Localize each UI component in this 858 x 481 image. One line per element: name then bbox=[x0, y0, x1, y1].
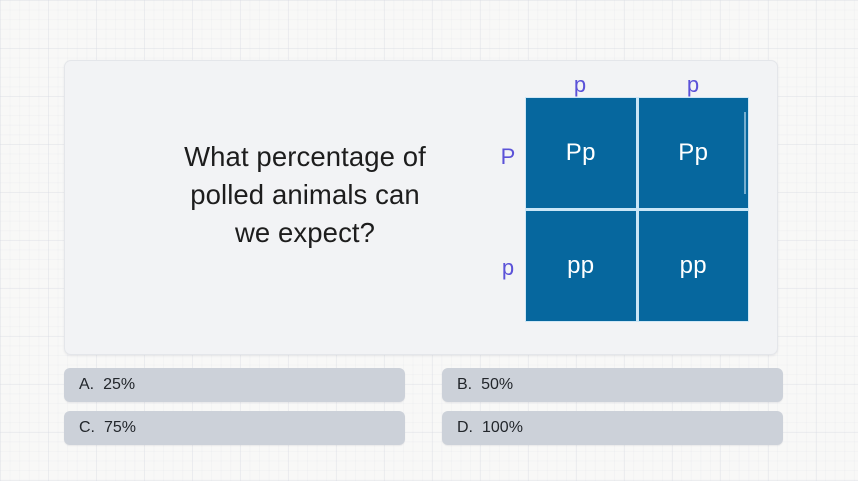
punnett-top-label-2: p bbox=[686, 72, 700, 97]
punnett-cell-r2c1: pp bbox=[526, 211, 636, 321]
answer-option-b-letter: B. bbox=[457, 376, 473, 393]
answer-option-d[interactable]: D. 100% bbox=[442, 411, 783, 445]
answer-option-d-letter: D. bbox=[457, 419, 473, 436]
punnett-left-label-2: p bbox=[501, 255, 515, 280]
punnett-square: p p P p Pp Pp pp pp bbox=[489, 68, 779, 338]
question-card: What percentage of polled animals can we… bbox=[64, 60, 778, 355]
punnett-top-label-1: p bbox=[573, 72, 587, 97]
answer-option-d-label: 100% bbox=[482, 419, 523, 436]
punnett-left-label-1: P bbox=[500, 144, 516, 169]
punnett-grid: Pp Pp pp pp bbox=[525, 97, 749, 322]
answer-option-a-letter: A. bbox=[79, 376, 95, 393]
answer-option-a-label: 25% bbox=[103, 376, 136, 393]
answer-option-b-label: 50% bbox=[481, 376, 514, 393]
answer-option-c[interactable]: C. 75% bbox=[64, 411, 405, 445]
answer-option-c-letter: C. bbox=[79, 419, 95, 436]
question-prompt: What percentage of polled animals can we… bbox=[184, 141, 426, 248]
answer-option-c-label: 75% bbox=[104, 419, 137, 436]
punnett-cell-r2c2: pp bbox=[638, 211, 748, 321]
punnett-cell-r1c1: Pp bbox=[526, 98, 636, 208]
answer-option-a[interactable]: A. 25% bbox=[64, 368, 405, 402]
punnett-cell-r1c2: Pp bbox=[638, 98, 748, 208]
answer-option-b[interactable]: B. 50% bbox=[442, 368, 783, 402]
